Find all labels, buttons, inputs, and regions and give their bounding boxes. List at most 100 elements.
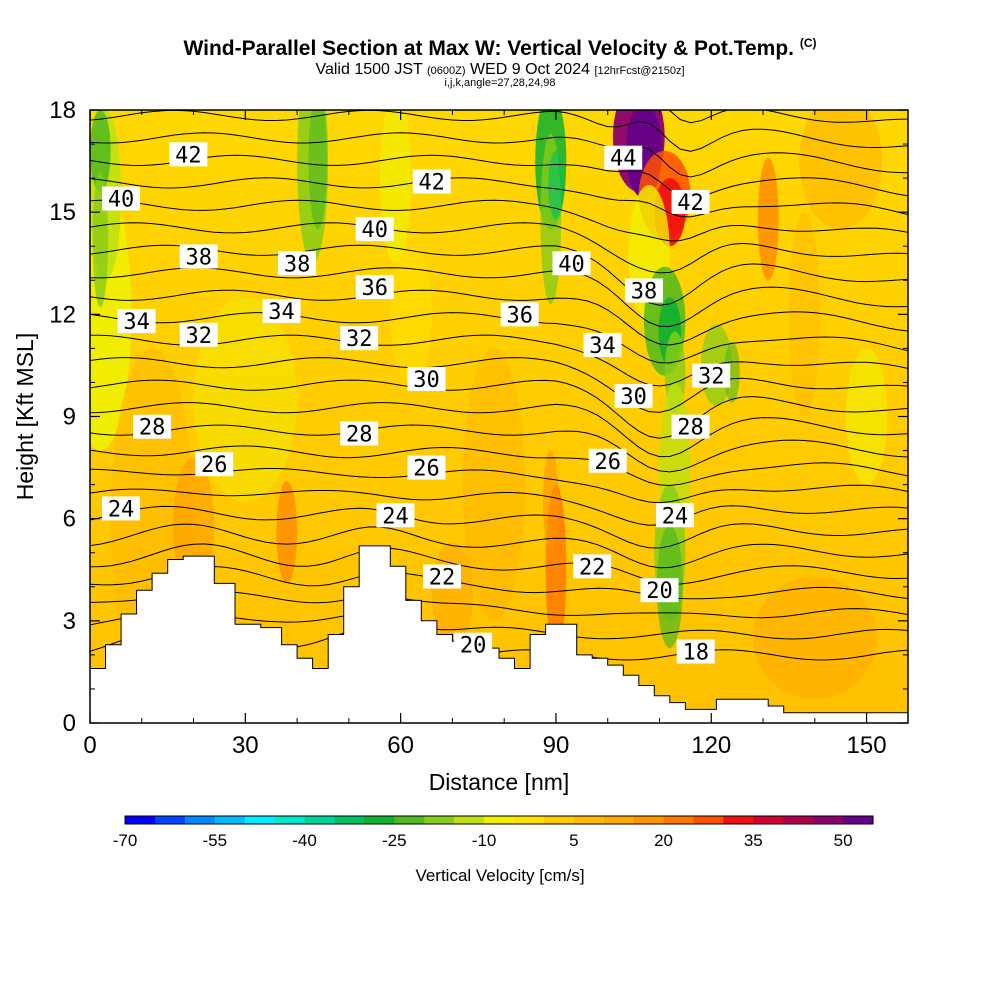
- colorbar-tick-label: -25: [382, 831, 407, 850]
- grid-indices: i,j,k,angle=27,28,24,98: [444, 77, 556, 89]
- velocity-blob: [845, 348, 888, 485]
- theta-label-text: 42: [677, 191, 704, 216]
- theta-label-box: [195, 452, 234, 477]
- theta-label-box: [117, 309, 156, 334]
- colorbar-tick-label: 50: [834, 831, 853, 850]
- theta-contour-line: [90, 312, 908, 364]
- theta-label: 34: [117, 309, 156, 335]
- theta-label-box: [179, 322, 218, 347]
- y-tick-label: 6: [63, 506, 76, 533]
- colorbar-tick-label: -55: [202, 831, 227, 850]
- theta-label-box: [278, 251, 317, 276]
- theta-label: 28: [671, 414, 710, 441]
- theta-label-text: 32: [185, 324, 212, 349]
- theta-label-box: [179, 244, 218, 269]
- theta-label-box: [355, 217, 394, 242]
- theta-label: 32: [692, 363, 731, 390]
- theta-label-text: 20: [646, 579, 673, 604]
- theta-label-box: [640, 578, 679, 603]
- theta-label-box: [656, 503, 695, 528]
- colorbar-swatch: [813, 816, 844, 824]
- copyright-mark: (C): [799, 36, 817, 50]
- colorbar-swatch: [454, 816, 485, 824]
- colorbar-swatch: [244, 816, 276, 824]
- theta-label: 26: [588, 448, 627, 475]
- x-tick-label: 30: [232, 732, 259, 759]
- theta-label-text: 26: [413, 457, 440, 482]
- theta-contour-labels: 4240383432282624383432424036302826242220…: [102, 142, 731, 665]
- theta-label-text: 26: [594, 450, 621, 475]
- x-tick-label: 60: [387, 732, 414, 759]
- colorbar-tick-label: 35: [744, 831, 763, 850]
- theta-contour-line: [90, 523, 908, 569]
- theta-label: 40: [102, 186, 141, 213]
- y-tick-label: 9: [63, 404, 76, 431]
- theta-label: 20: [454, 632, 493, 659]
- theta-contour-line: [90, 267, 908, 328]
- colorbar-swatch: [394, 816, 425, 824]
- theta-contour-line: [90, 154, 908, 199]
- theta-label: 34: [262, 298, 301, 325]
- terrain: [89, 545, 909, 724]
- theta-contour-line: [90, 488, 908, 526]
- theta-label-box: [423, 564, 462, 589]
- terrain-profile: [89, 545, 909, 724]
- colorbar-swatch: [125, 816, 156, 824]
- y-tick-label: 0: [63, 710, 76, 737]
- theta-label: 24: [376, 503, 415, 529]
- colorbar-tick-label: 20: [654, 831, 673, 850]
- theta-label-text: 42: [175, 143, 202, 168]
- theta-label: 30: [407, 367, 446, 393]
- theta-label: 32: [340, 326, 379, 352]
- theta-label: 28: [340, 421, 379, 448]
- velocity-blob: [308, 110, 328, 230]
- chart-title: Wind-Parallel Section at Max W: Vertical…: [0, 36, 1000, 61]
- colorbar-swatch: [484, 816, 515, 824]
- colorbar-swatch: [214, 816, 246, 824]
- theta-label-box: [583, 332, 622, 357]
- velocity-blob: [799, 110, 883, 230]
- theta-label-text: 38: [631, 279, 658, 304]
- theta-contour-line: [90, 222, 908, 274]
- theta-label: 36: [500, 302, 539, 328]
- theta-label: 24: [102, 496, 141, 522]
- y-tick-label: 12: [49, 301, 76, 328]
- colorbar-swatch: [843, 816, 874, 824]
- theta-label: 44: [604, 145, 643, 172]
- theta-label-text: 30: [620, 385, 647, 410]
- theta-label: 42: [412, 169, 451, 196]
- theta-label: 30: [614, 384, 653, 410]
- theta-label-box: [614, 384, 653, 409]
- theta-label-text: 40: [558, 252, 585, 277]
- theta-label-text: 32: [698, 365, 725, 390]
- theta-label-box: [407, 455, 446, 480]
- theta-label-text: 36: [361, 276, 388, 301]
- theta-label-text: 22: [579, 555, 606, 580]
- theta-label-text: 20: [460, 634, 487, 659]
- theta-contour-line: [90, 199, 908, 242]
- theta-contour-line: [90, 565, 908, 600]
- colorbar-swatch: [663, 816, 694, 824]
- theta-label: 38: [624, 278, 663, 304]
- velocity-blob: [193, 297, 298, 502]
- colorbar: -70 -55 -40 -25 -10 5 20 35 50 Vertical Velocity …: [113, 815, 874, 885]
- theta-label-box: [340, 421, 379, 446]
- theta-contour-line: [90, 424, 908, 473]
- colorbar-swatch: [154, 816, 186, 824]
- theta-label: 34: [583, 332, 622, 359]
- colorbar-label: Vertical Velocity [cm/s]: [415, 866, 584, 885]
- theta-label-text: 34: [268, 300, 295, 325]
- velocity-blob: [462, 348, 525, 621]
- colorbar-swatch: [364, 816, 395, 824]
- theta-contour-line: [90, 505, 908, 549]
- theta-label-text: 24: [662, 504, 689, 529]
- theta-label-text: 40: [108, 188, 135, 213]
- theta-label: 40: [355, 217, 394, 243]
- colorbar-swatch: [543, 816, 575, 824]
- theta-label-text: 30: [413, 368, 440, 393]
- colorbar-swatch: [753, 816, 784, 824]
- chart-title-text: Wind-Parallel Section at Max W: Vertical…: [183, 37, 794, 60]
- theta-label-box: [692, 363, 731, 388]
